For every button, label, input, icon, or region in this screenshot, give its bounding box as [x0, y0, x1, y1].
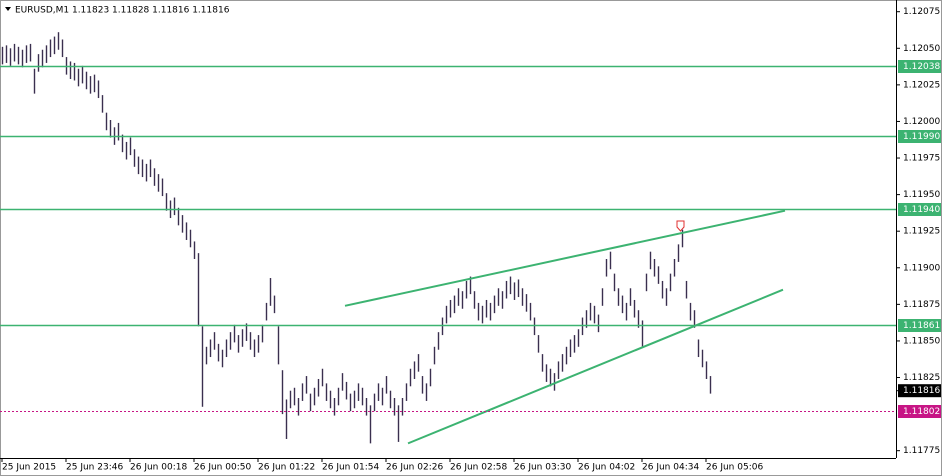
level-label: 1.11802	[903, 407, 940, 417]
level-label: 1.11861	[903, 321, 940, 331]
x-tick-label: 25 Jun 2015	[2, 463, 56, 473]
chart-title: EURUSD,M1 1.11823 1.11828 1.11816 1.1181…	[15, 6, 230, 16]
y-tick-label: 1.11875	[903, 300, 940, 310]
menu-arrow[interactable]	[5, 7, 11, 11]
y-tick-label: 1.11900	[903, 263, 940, 273]
alert-marker	[676, 220, 685, 232]
y-tick-label: 1.11825	[903, 373, 940, 383]
x-tick-label: 26 Jun 00:18	[130, 463, 187, 473]
x-tick-label: 26 Jun 02:26	[386, 463, 443, 473]
x-tick-label: 26 Jun 02:58	[450, 463, 507, 473]
trend-line	[344, 209, 786, 307]
x-tick-label: 26 Jun 04:02	[578, 463, 635, 473]
level-label: 1.12038	[903, 62, 940, 72]
level-label-box	[898, 319, 941, 332]
y-tick-label: 1.12075	[903, 7, 940, 17]
x-tick-label: 26 Jun 04:34	[642, 463, 699, 473]
y-tick-label: 1.12050	[903, 44, 940, 54]
x-tick-label: 26 Jun 01:54	[322, 463, 379, 473]
current-price-label: 1.11816	[903, 386, 940, 396]
y-tick-label: 1.12000	[903, 117, 940, 127]
trend-line	[407, 288, 784, 445]
level-label-box	[898, 130, 941, 143]
y-tick-label: 1.11950	[903, 190, 940, 200]
x-tick-label: 26 Jun 01:22	[258, 463, 315, 473]
level-label-box	[898, 60, 941, 73]
y-tick-label: 1.11975	[903, 154, 940, 164]
level-label: 1.11940	[903, 205, 940, 215]
level-label-box	[898, 405, 941, 418]
y-tick-label: 1.12025	[903, 80, 940, 90]
x-tick-label: 26 Jun 03:30	[514, 463, 571, 473]
y-tick-label: 1.11850	[903, 336, 940, 346]
level-label-box	[898, 203, 941, 216]
x-tick-label: 26 Jun 05:06	[706, 463, 763, 473]
current-price-label-box	[898, 384, 941, 398]
x-tick-label: 25 Jun 23:46	[66, 463, 123, 473]
y-tick-label: 1.11775	[903, 446, 940, 456]
x-tick-label: 26 Jun 00:50	[194, 463, 251, 473]
level-label: 1.11990	[903, 132, 940, 142]
y-tick-label: 1.11925	[903, 227, 940, 237]
